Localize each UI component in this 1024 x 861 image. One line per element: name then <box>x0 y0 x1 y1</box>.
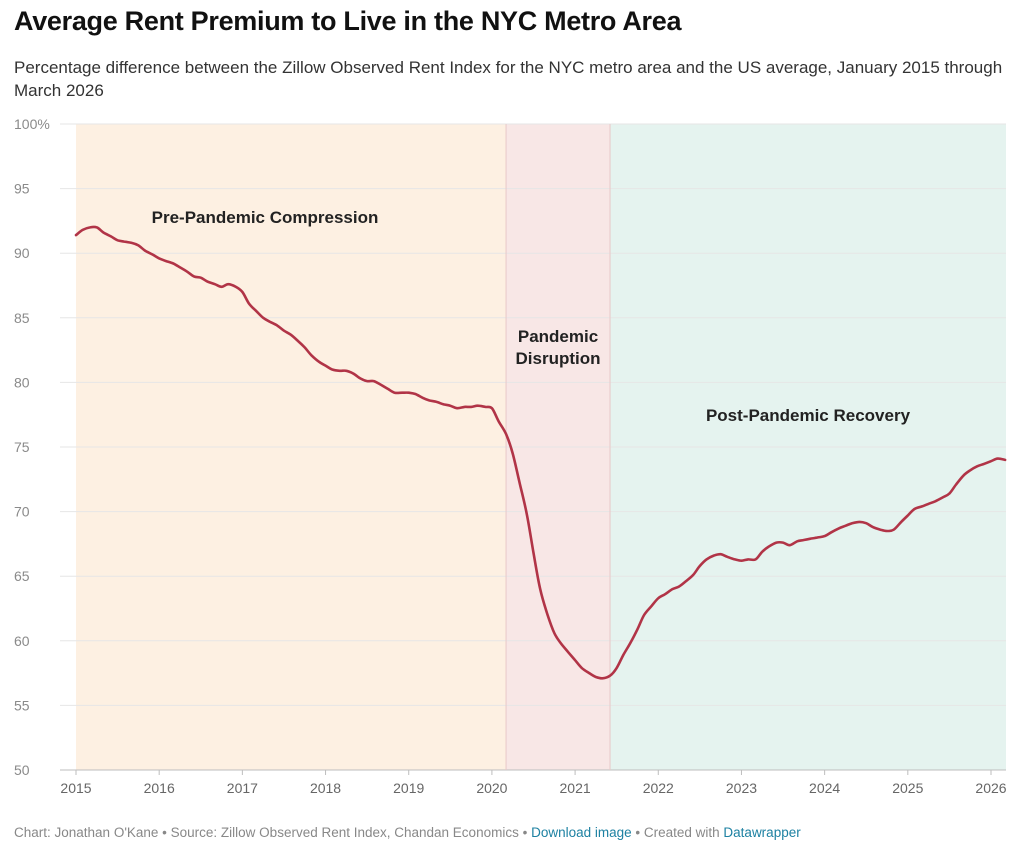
x-tick-label: 2020 <box>476 780 507 796</box>
source-note: Source: Zillow Observed Rent Index, Chan… <box>170 825 519 840</box>
y-tick-label: 85 <box>14 310 30 326</box>
x-tick-label: 2018 <box>310 780 341 796</box>
y-axis: 50 55 60 65 70 75 80 85 90 95 100% <box>14 116 50 778</box>
created-with-text: Created with <box>643 825 724 840</box>
download-image-link[interactable]: Download image <box>531 825 632 840</box>
x-tick-label: 2022 <box>643 780 674 796</box>
period-label: Pre-Pandemic Compression <box>152 208 379 227</box>
y-tick-label: 50 <box>14 762 30 778</box>
chart-title: Average Rent Premium to Live in the NYC … <box>14 6 682 36</box>
x-tick-label: 2021 <box>560 780 591 796</box>
chart-credit: Chart: Jonathan O'Kane <box>14 825 159 840</box>
x-tick-label: 2025 <box>892 780 923 796</box>
series-line <box>74 225 1007 680</box>
y-tick-label: 55 <box>14 697 30 713</box>
data-series <box>74 225 1007 680</box>
gridlines <box>60 123 1006 771</box>
x-tick-label: 2015 <box>60 780 91 796</box>
y-tick-label: 60 <box>14 633 30 649</box>
chart-subtitle: Percentage difference between the Zillow… <box>14 58 1003 100</box>
period-label: Post-Pandemic Recovery <box>706 406 911 425</box>
y-tick-label: 80 <box>14 374 30 390</box>
period-labels: Pre-Pandemic Compression Pandemic Disrupti… <box>152 208 911 425</box>
x-tick-label: 2019 <box>393 780 424 796</box>
y-tick-label: 90 <box>14 245 30 261</box>
period-label: Pandemic <box>518 327 598 346</box>
x-tick-label: 2017 <box>227 780 258 796</box>
x-axis: 2015 2016 2017 2018 2019 2020 2021 2022 2023 2024… <box>60 770 1007 796</box>
x-tick-label: 2026 <box>975 780 1006 796</box>
datawrapper-link[interactable]: Datawrapper <box>723 825 801 840</box>
footer-separator: • <box>158 825 171 840</box>
y-tick-label: 75 <box>14 439 30 455</box>
x-tick-label: 2023 <box>726 780 757 796</box>
footer-separator: • <box>631 825 644 840</box>
chart-footer: Chart: Jonathan O'Kane • Source: Zillow … <box>14 825 801 840</box>
x-tick-label: 2016 <box>144 780 175 796</box>
footer-separator: • <box>518 825 532 840</box>
y-tick-label: 65 <box>14 568 30 584</box>
period-label: Disruption <box>516 349 601 368</box>
y-tick-label: 100% <box>14 116 50 132</box>
x-tick-label: 2024 <box>809 780 840 796</box>
y-tick-label: 95 <box>14 181 30 197</box>
period-band-borders <box>505 124 611 770</box>
y-tick-label: 70 <box>14 504 30 520</box>
